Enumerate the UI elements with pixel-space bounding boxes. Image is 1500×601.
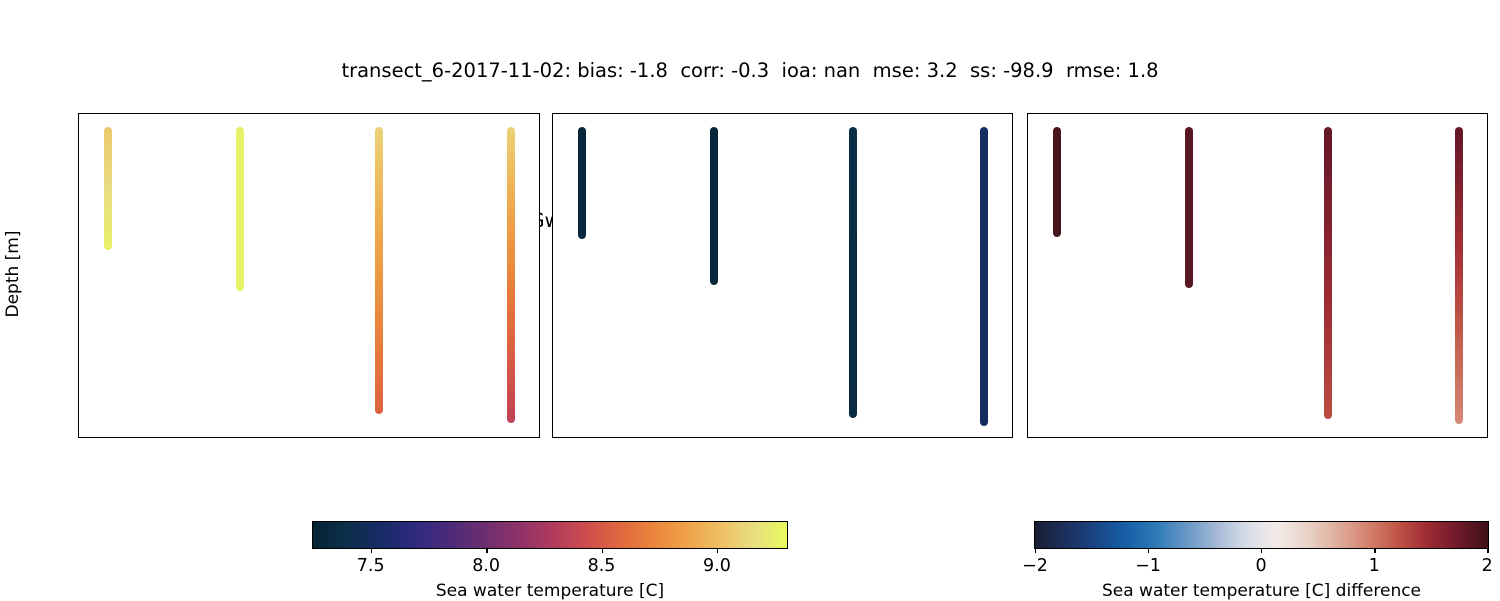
xtick-mark: [413, 437, 414, 438]
ytick-mark: [1027, 388, 1028, 389]
colorbar-tick-mark: [1148, 548, 1150, 553]
data-cast-column: [375, 127, 384, 415]
suptitle-line-metrics: transect_6-2017-11-02: bias: -1.8 corr: …: [341, 59, 1159, 82]
colorbar-tick-label: 8.5: [587, 556, 616, 576]
xtick-mark: [1209, 437, 1210, 438]
data-cast-column: [235, 127, 244, 292]
data-cast-column: [709, 127, 718, 285]
ytick-mark: [552, 388, 553, 389]
colorbar-tick-mark: [1374, 548, 1376, 553]
xtick-mark: [184, 437, 185, 438]
panel-observation: Observation along-transect distance [km]…: [78, 113, 540, 438]
ytick-mark: [552, 257, 553, 258]
xtick-mark: [658, 437, 659, 438]
colorbar-tick-mark: [1487, 548, 1489, 553]
ytick-mark: [78, 191, 79, 192]
xtick-mark: [1361, 437, 1362, 438]
xtick-mark: [337, 437, 338, 438]
data-cast-column: [1184, 127, 1193, 288]
ytick-mark: [1027, 257, 1028, 258]
ytick-mark: [1027, 322, 1028, 323]
data-cast-column: [506, 127, 515, 423]
colorbar-label-temperature-difference: Sea water temperature [C] difference: [1101, 581, 1422, 601]
data-cast-column: [103, 127, 112, 251]
ytick-mark: [1027, 191, 1028, 192]
colorbar-tick-label: 8.0: [472, 556, 501, 576]
xtick-mark: [1437, 437, 1438, 438]
xtick-mark: [810, 437, 811, 438]
ytick-mark: [78, 322, 79, 323]
data-cast-column: [848, 127, 857, 418]
colorbar-tick-label: 0: [1255, 556, 1267, 576]
colorbar-tick-mark: [1035, 548, 1037, 553]
ytick-mark: [78, 125, 79, 126]
colorbar-tick-mark: [486, 548, 488, 553]
colorbar-tick-mark: [1261, 548, 1263, 553]
data-cast-column: [1052, 127, 1061, 238]
xtick-mark: [1133, 437, 1134, 438]
panel-obs-minus-model: Obs - Model along-transect distance [km]…: [1027, 113, 1488, 438]
ytick-mark: [78, 388, 79, 389]
xtick-mark: [1057, 437, 1058, 438]
colorbar-tick-label: 7.5: [356, 556, 385, 576]
ytick-mark: [552, 125, 553, 126]
colorbar-tick-label: 9.0: [703, 556, 731, 576]
colorbar-tick-label: 1: [1368, 556, 1380, 576]
colorbar-temperature: Sea water temperature [C] 7.5 8.0 8.5 9.0: [312, 521, 788, 601]
xtick-mark: [582, 437, 583, 438]
xtick-mark: [962, 437, 963, 438]
ytick-mark: [552, 322, 553, 323]
colorbar-tick-label: −1: [1135, 556, 1161, 576]
colorbar-label-temperature: Sea water temperature [C]: [435, 581, 665, 601]
xtick-mark: [886, 437, 887, 438]
data-cast-column: [1454, 127, 1463, 425]
xtick-mark: [108, 437, 109, 438]
colorbar-tick-label: 2: [1481, 556, 1493, 576]
panel-ciofs: CIOFS along-transect distance [km] 01234…: [552, 113, 1013, 438]
data-cast-column: [577, 127, 586, 239]
data-cast-column: [979, 127, 988, 426]
ytick-mark: [552, 191, 553, 192]
xtick-mark: [260, 437, 261, 438]
colorbar-tick-mark: [370, 548, 373, 553]
colorbar-tick-mark: [601, 548, 603, 553]
data-cast-column: [1323, 127, 1332, 420]
colorbar-tick-mark: [716, 548, 719, 553]
xtick-mark: [489, 437, 490, 438]
colorbar-temperature-difference: Sea water temperature [C] difference −2 −…: [1022, 521, 1493, 601]
xtick-mark: [1285, 437, 1286, 438]
yaxis-label-depth: Depth [m]: [3, 230, 23, 318]
ytick-mark: [78, 257, 79, 258]
colorbar-tick-label: −2: [1022, 556, 1048, 576]
ytick-mark: [1027, 125, 1028, 126]
xtick-mark: [734, 437, 735, 438]
